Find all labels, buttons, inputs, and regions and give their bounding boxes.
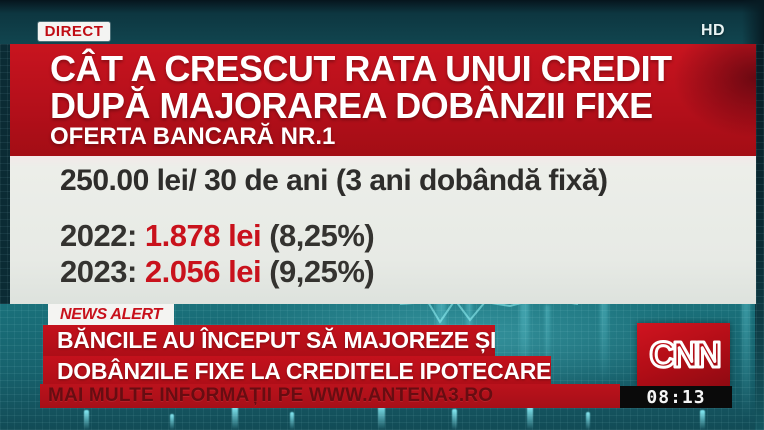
headline-line-2: DUPĂ MAJORAREA DOBÂNZII FIXE xyxy=(50,85,653,126)
top-header-band: DIRECT HD xyxy=(0,0,764,44)
bottom-ticker: MAI MULTE INFORMAȚII PE WWW.ANTENA3.RO xyxy=(40,384,620,408)
light-streak xyxy=(742,300,750,420)
light-streak xyxy=(600,300,608,384)
cnn-logo: CNN xyxy=(637,323,730,386)
offer-row-2023: 2023: 2.056 lei (9,25%) xyxy=(60,254,375,290)
background-left-strip xyxy=(0,44,10,304)
equalizer-bar xyxy=(84,410,89,430)
equalizer-bar xyxy=(527,406,533,430)
offer-year: 2023: xyxy=(60,254,137,289)
offer-rate: (9,25%) xyxy=(269,254,375,289)
offer-terms: 250.00 lei/ 30 de ani (3 ani dobândă fix… xyxy=(60,164,608,197)
alert-banner-line-2: DOBÂNZILE FIXE LA CREDITELE IPOTECARE xyxy=(43,356,551,387)
news-alert-badge: NEWS ALERT xyxy=(48,304,174,325)
equalizer-bar xyxy=(170,414,174,430)
equalizer-bar xyxy=(232,406,238,430)
offer-rate: (8,25%) xyxy=(269,218,375,253)
offer-amount: 1.878 lei xyxy=(144,218,262,253)
offer-amount: 2.056 lei xyxy=(144,254,262,289)
light-streak xyxy=(520,302,529,382)
headline-subtitle: OFERTA BANCARĂ NR.1 xyxy=(50,123,336,150)
live-badge-label: DIRECT xyxy=(44,23,104,40)
equalizer-bar xyxy=(586,412,590,430)
equalizer-bar xyxy=(290,412,294,430)
alert-banner-text: DOBÂNZILE FIXE LA CREDITELE IPOTECARE xyxy=(57,358,552,384)
headline-panel xyxy=(10,44,756,156)
clock-display: 08:13 xyxy=(620,386,732,408)
cnn-logo-icon: CNN xyxy=(648,332,724,376)
news-alert-label: NEWS ALERT xyxy=(60,305,162,323)
alert-banner-line-1: BĂNCILE AU ÎNCEPUT SĂ MAJOREZE ȘI xyxy=(43,325,497,356)
offer-panel: 250.00 lei/ 30 de ani (3 ani dobândă fix… xyxy=(10,156,756,304)
alert-banner-text: BĂNCILE AU ÎNCEPUT SĂ MAJOREZE ȘI xyxy=(57,327,497,353)
equalizer-bar xyxy=(378,404,385,430)
offer-year: 2022: xyxy=(60,218,137,253)
ticker-text: MAI MULTE INFORMAȚII PE WWW.ANTENA3.RO xyxy=(48,385,494,406)
cnn-logo-text: CNN xyxy=(649,334,719,375)
headline-line-1: CÂT A CRESCUT RATA UNUI CREDIT xyxy=(50,48,672,89)
equalizer-bar xyxy=(700,410,705,430)
chart-shadow-decoration xyxy=(616,44,756,156)
clock-time: 08:13 xyxy=(646,386,706,408)
hd-label: HD xyxy=(701,22,726,39)
background-right-strip xyxy=(755,0,764,430)
live-badge: DIRECT xyxy=(38,22,110,41)
light-streak xyxy=(545,305,550,383)
offer-row-2022: 2022: 1.878 lei (8,25%) xyxy=(60,218,375,254)
equalizer-bar xyxy=(452,409,457,430)
